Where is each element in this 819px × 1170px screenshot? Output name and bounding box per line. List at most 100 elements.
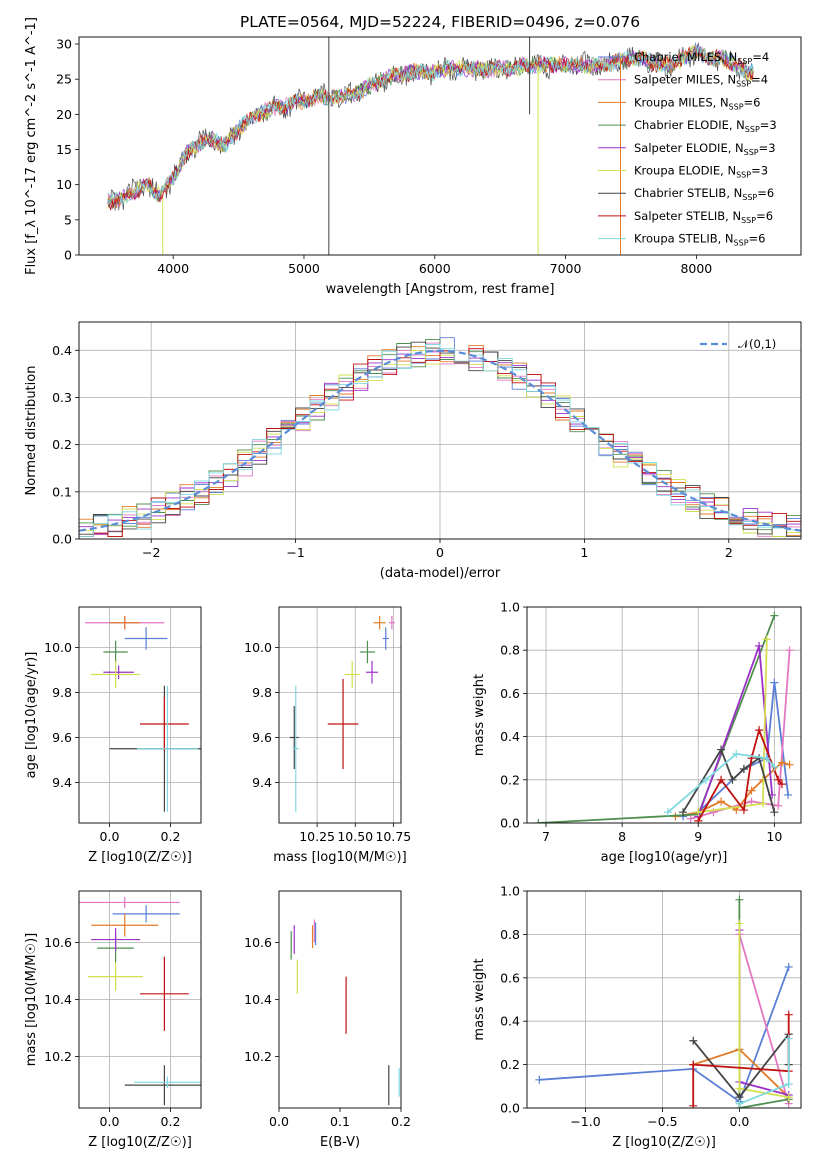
x-tick-label: 5000 <box>288 261 320 276</box>
x-tick-label: 0.2 <box>161 1114 181 1129</box>
series-marker <box>747 797 756 806</box>
axes-frame <box>278 606 402 824</box>
series-line-0 <box>539 966 790 1103</box>
legend-subscript: SSP <box>742 193 757 202</box>
y-tick-label: 10.0 <box>244 640 272 655</box>
series-marker <box>735 1084 744 1093</box>
series-marker <box>735 1099 744 1108</box>
y-tick-label: 10.2 <box>244 1049 272 1064</box>
series-marker <box>735 919 744 928</box>
legend-subscript: SSP <box>729 102 744 111</box>
x-tick-label: 0.0 <box>729 1114 749 1129</box>
axes-frame <box>526 890 802 1109</box>
series-marker <box>717 745 726 754</box>
series-marker <box>739 765 748 773</box>
normal-curve <box>79 349 801 532</box>
y-axis-label: mass weight <box>472 958 487 1040</box>
x-tick-label: 0.1 <box>330 1114 350 1129</box>
series-marker <box>784 1093 793 1102</box>
y-tick-label: 0 <box>64 248 72 263</box>
series-marker <box>689 1036 698 1045</box>
series-marker <box>758 799 767 808</box>
legend-subscript: SSP <box>745 125 760 134</box>
y-tick-label: 9.8 <box>252 685 272 700</box>
legend-label: Chabrier ELODIE, NSSP=3 <box>634 118 777 134</box>
y-tick-label: 10.0 <box>44 640 72 655</box>
y-tick-label: 30 <box>56 37 72 52</box>
series-marker <box>784 790 793 799</box>
y-axis-label: age [log10(age/yr)] <box>24 652 39 779</box>
y-axis-label: mass weight <box>472 674 487 756</box>
legend-count: =3 <box>760 118 777 132</box>
series-marker <box>739 806 748 815</box>
x-tick-label: 8 <box>618 829 626 844</box>
y-tick-label: 5 <box>64 212 72 227</box>
series-line-6 <box>682 747 776 813</box>
y-tick-label: 0.2 <box>500 1057 520 1072</box>
axes-frame <box>78 606 202 824</box>
x-tick-label: 2 <box>725 545 733 560</box>
series-line-3 <box>538 615 776 823</box>
x-tick-label: 0.0 <box>269 1114 289 1129</box>
legend-label: Chabrier MILES, NSSP=4 <box>634 50 769 66</box>
legend-label: Salpeter MILES, NSSP=4 <box>634 73 768 89</box>
series-marker <box>784 1010 793 1019</box>
axes-frame <box>78 321 802 540</box>
x-tick-label: 10.75 <box>375 829 411 844</box>
y-tick-label: 10.6 <box>244 935 272 950</box>
spectrum-line-8 <box>107 44 754 206</box>
x-tick-label: 0.0 <box>100 1114 120 1129</box>
legend-label: Kroupa STELIB, NSSP=6 <box>634 232 765 248</box>
residuals-marks <box>79 337 801 538</box>
y-tick-label: 0.4 <box>500 1014 520 1029</box>
series-line-2 <box>675 761 790 818</box>
spectrum-marks <box>107 37 754 255</box>
x-tick-label: 7000 <box>550 261 582 276</box>
x-tick-label: 1 <box>580 545 588 560</box>
y-tick-label: 25 <box>56 72 72 87</box>
series-marker <box>770 611 779 620</box>
series-marker <box>728 775 737 784</box>
y-tick-label: 10.2 <box>44 1049 72 1064</box>
mass-weight-vs-age-marks <box>534 611 794 823</box>
x-axis-label: wavelength [Angstrom, rest frame] <box>326 282 555 297</box>
x-tick-label: 8000 <box>680 261 712 276</box>
x-tick-label: 4000 <box>157 261 189 276</box>
y-tick-label: 0.0 <box>500 1101 520 1116</box>
legend-count: =3 <box>759 141 776 155</box>
x-tick-label: 10 <box>766 829 782 844</box>
series-marker <box>534 819 543 823</box>
series-marker <box>701 775 710 784</box>
y-tick-label: 10 <box>56 177 72 192</box>
axes-frame <box>78 36 802 256</box>
series-marker <box>535 1075 544 1084</box>
series-marker <box>717 775 726 784</box>
series-marker <box>694 816 703 823</box>
x-axis-label: age [log10(age/yr)] <box>601 850 728 865</box>
legend-label: Salpeter ELODIE, NSSP=3 <box>634 141 776 157</box>
legend-subscript: SSP <box>734 239 749 248</box>
x-axis-label: (data-model)/error <box>380 566 501 581</box>
series-marker <box>777 758 786 767</box>
y-tick-label: 0.2 <box>500 772 520 787</box>
series-marker <box>777 780 786 789</box>
series-marker <box>732 749 741 758</box>
legend-count: =6 <box>744 95 761 109</box>
y-axis-label: mass [log10(M/M☉)] <box>24 933 39 1066</box>
legend-count: =6 <box>756 209 773 223</box>
y-tick-label: 0.8 <box>500 643 520 658</box>
age-vs-mass-marks <box>289 616 395 812</box>
y-tick-label: 10.4 <box>244 992 272 1007</box>
figure-title: PLATE=0564, MJD=52224, FIBERID=0496, z=0… <box>240 13 640 31</box>
x-tick-label: 10.50 <box>337 829 373 844</box>
age-vs-Z-marks <box>85 616 201 812</box>
series-marker <box>689 1060 698 1069</box>
histogram-step-8 <box>79 344 801 538</box>
legend-count: =6 <box>757 186 774 200</box>
legend-subscript: SSP <box>736 171 751 180</box>
y-tick-label: 0.0 <box>500 816 520 831</box>
y-tick-label: 20 <box>56 107 72 122</box>
series-marker <box>689 1101 698 1108</box>
series-marker <box>770 762 779 771</box>
